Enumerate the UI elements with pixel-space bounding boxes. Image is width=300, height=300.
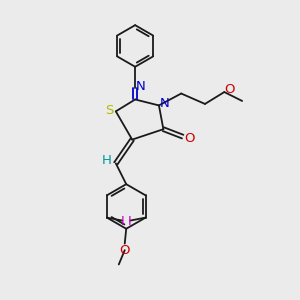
Text: O: O [119,244,130,257]
Text: S: S [105,104,113,117]
Text: N: N [160,97,170,110]
Text: O: O [184,132,194,145]
Text: H: H [102,154,112,167]
Text: O: O [224,83,235,96]
Text: I: I [128,215,132,228]
Text: N: N [135,80,145,93]
Text: I: I [121,215,124,228]
